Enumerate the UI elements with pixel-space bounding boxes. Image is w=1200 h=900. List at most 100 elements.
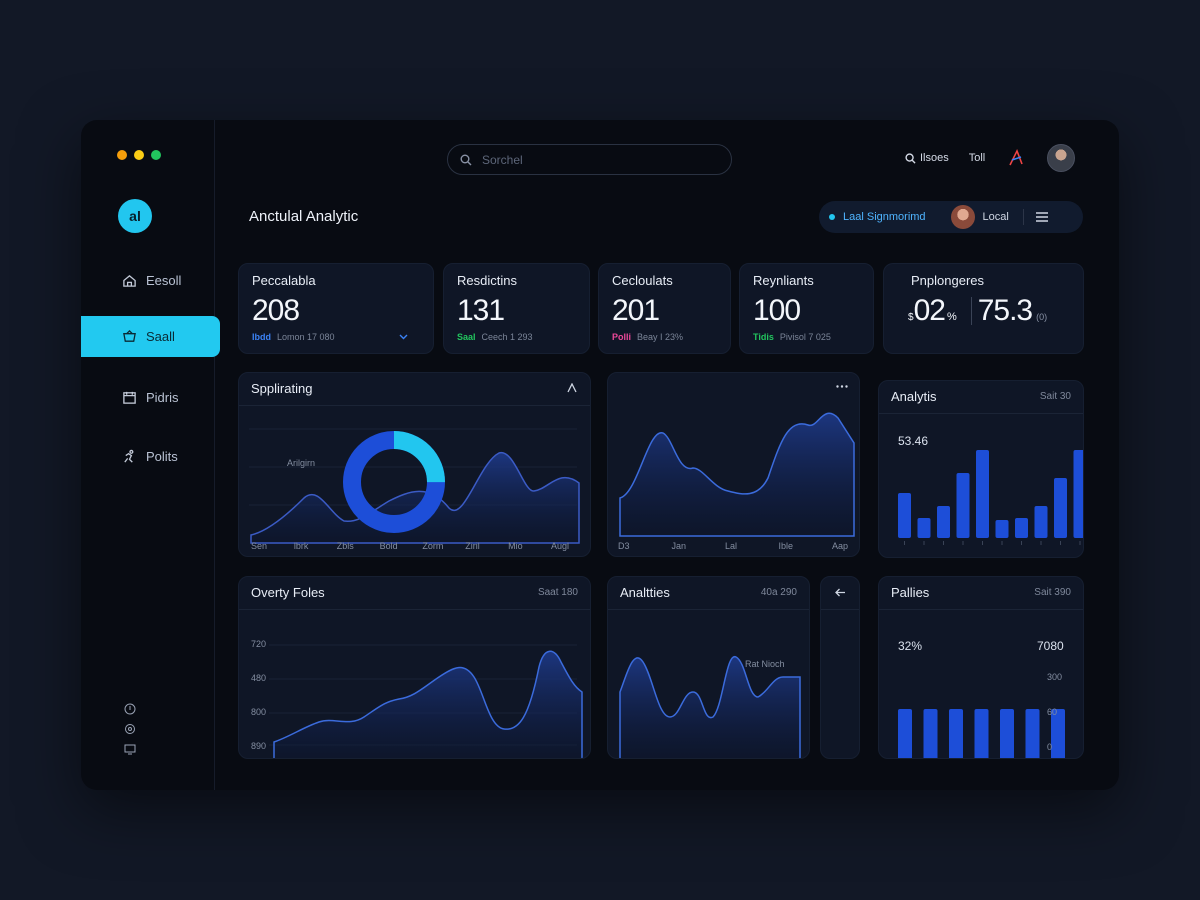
settings-icon[interactable] bbox=[124, 723, 136, 735]
minimize-dot[interactable] bbox=[134, 150, 144, 160]
bar[interactable] bbox=[937, 506, 950, 538]
chart-card-analytis: Analytis Sait 30 53.46 bbox=[878, 380, 1084, 558]
stat-sub-text: Ceech 1 293 bbox=[481, 332, 533, 342]
stat-value: 02 bbox=[913, 294, 946, 327]
sidebar-item-pidris[interactable]: Pidris bbox=[81, 377, 220, 418]
top-actions: Ilsoes Toll bbox=[905, 144, 1076, 172]
chart-divider bbox=[239, 609, 590, 610]
chart-divider bbox=[608, 609, 809, 610]
more-icon[interactable] bbox=[836, 385, 848, 388]
chart-title: Overty Foles bbox=[251, 585, 325, 600]
app-logo[interactable]: al bbox=[118, 199, 152, 233]
arrow-left-icon[interactable] bbox=[835, 588, 846, 597]
bar-chart-pallies bbox=[898, 709, 1065, 759]
top-link-ilsoes[interactable]: Ilsoes bbox=[920, 152, 949, 164]
stat-card[interactable]: Pnplongeres $ 02 % 75.3 (0) bbox=[883, 263, 1084, 354]
search-bar[interactable]: Sorchel bbox=[447, 144, 732, 175]
calendar-icon bbox=[123, 391, 136, 404]
workspace-user: Local bbox=[982, 211, 1009, 223]
user-avatar[interactable] bbox=[1047, 144, 1076, 172]
collapse-icon[interactable] bbox=[567, 383, 577, 393]
x-tick-label: Ible bbox=[778, 541, 794, 551]
chart-title: Analytis bbox=[891, 389, 937, 404]
y-tick-label: 60 bbox=[1047, 707, 1058, 717]
stat-label: Reynliants bbox=[753, 273, 814, 288]
stat-card[interactable]: Cecloulats 201 Polli Beay I 23% bbox=[598, 263, 731, 354]
sidebar: al Eesoll Saall Pidris Polits bbox=[81, 120, 220, 790]
bar[interactable] bbox=[974, 709, 989, 759]
bar[interactable] bbox=[1025, 709, 1040, 759]
chart-divider bbox=[239, 405, 590, 406]
workspace-avatar bbox=[950, 205, 975, 229]
bar[interactable] bbox=[1073, 450, 1085, 538]
stat-unit: (0) bbox=[1036, 312, 1048, 322]
workspace-label: Laal Signmorimd bbox=[843, 211, 926, 223]
chart-annotation: Rat Nioch bbox=[745, 659, 785, 669]
chart-title: Spplirating bbox=[251, 381, 313, 396]
bar[interactable] bbox=[1000, 709, 1014, 759]
x-tick-label: Lal bbox=[725, 541, 738, 551]
sidebar-item-eesoll[interactable]: Eesoll bbox=[81, 260, 220, 301]
workspace-pill[interactable]: Laal Signmorimd Local bbox=[819, 201, 1083, 233]
stat-value: 75.3 bbox=[977, 294, 1033, 327]
stat-label: Pnplongeres bbox=[911, 273, 984, 288]
bar[interactable] bbox=[1034, 506, 1048, 538]
y-tick-label: 800 bbox=[251, 707, 267, 717]
info-icon[interactable] bbox=[124, 703, 136, 715]
close-dot[interactable] bbox=[117, 150, 127, 160]
stat-tag: Saal bbox=[457, 332, 476, 342]
bar[interactable] bbox=[923, 709, 938, 759]
bar[interactable] bbox=[995, 520, 1009, 538]
chart-title: Pallies bbox=[891, 585, 930, 600]
y-tick-label: 300 bbox=[1047, 672, 1063, 682]
chart-card-analtties: Analtties 40a 290 Rat Nioch bbox=[607, 576, 810, 759]
sidebar-item-label: Eesoll bbox=[146, 273, 182, 288]
chart-meta: Sait 390 bbox=[1034, 587, 1071, 598]
chart-value: 7080 bbox=[1037, 639, 1064, 653]
sidebar-item-label: Saall bbox=[146, 329, 175, 344]
stat-prefix: $ bbox=[908, 312, 914, 323]
chart-meta: 40a 290 bbox=[760, 587, 797, 598]
stat-sub: Polli Beay I 23% bbox=[612, 332, 683, 342]
chevron-down-icon[interactable] bbox=[399, 334, 408, 340]
run-icon bbox=[124, 449, 134, 463]
top-link-toll[interactable]: Toll bbox=[968, 152, 986, 164]
menu-icon[interactable] bbox=[1035, 212, 1048, 222]
basket-icon bbox=[123, 329, 136, 342]
monitor-icon[interactable] bbox=[124, 743, 136, 755]
stat-sub-text: Pivisol 7 025 bbox=[779, 332, 831, 342]
bar[interactable] bbox=[898, 709, 912, 759]
x-tick-label: Jan bbox=[671, 541, 687, 551]
maximize-dot[interactable] bbox=[151, 150, 161, 160]
search-icon[interactable] bbox=[905, 152, 916, 164]
bar[interactable] bbox=[949, 709, 963, 759]
y-tick-label: 480 bbox=[251, 673, 267, 683]
bar[interactable] bbox=[976, 450, 989, 538]
stat-card[interactable]: Peccalabla 208 Ibdd Lomon 17 080 bbox=[238, 263, 434, 354]
pill-divider bbox=[1022, 209, 1024, 225]
bar[interactable] bbox=[956, 473, 970, 538]
chart-card-collapsed bbox=[820, 576, 860, 759]
stat-card[interactable]: Resdictins 131 Saal Ceech 1 293 bbox=[443, 263, 590, 354]
stat-sub: Tidis Pivisol 7 025 bbox=[753, 332, 831, 342]
arrow-logo-icon[interactable] bbox=[1007, 149, 1025, 167]
chart-card-trend: D3 Jan Lal Ible Aap bbox=[607, 372, 860, 557]
sidebar-item-saall[interactable]: Saall bbox=[81, 316, 220, 357]
sidebar-bottom-icons bbox=[124, 703, 136, 755]
sidebar-item-label: Polits bbox=[146, 449, 178, 464]
x-tick-label: D3 bbox=[618, 541, 630, 551]
bar[interactable] bbox=[917, 518, 931, 538]
chart2-area bbox=[619, 412, 855, 537]
sidebar-item-polits[interactable]: Polits bbox=[81, 436, 220, 477]
bar[interactable] bbox=[1054, 478, 1067, 538]
chart-card-overty-foles: Overty Foles Saat 180 720 480 800 890 bbox=[238, 576, 591, 759]
bar[interactable] bbox=[898, 493, 911, 538]
x-tick-label: Aap bbox=[832, 541, 849, 551]
stat-card[interactable]: Reynliants 100 Tidis Pivisol 7 025 bbox=[739, 263, 874, 354]
home-icon bbox=[123, 274, 136, 287]
window-controls bbox=[117, 150, 161, 160]
bar[interactable] bbox=[1051, 709, 1065, 759]
bar[interactable] bbox=[1015, 518, 1028, 538]
stat-value: 100 bbox=[753, 294, 801, 327]
x-tick-label: Ziril bbox=[465, 541, 480, 551]
